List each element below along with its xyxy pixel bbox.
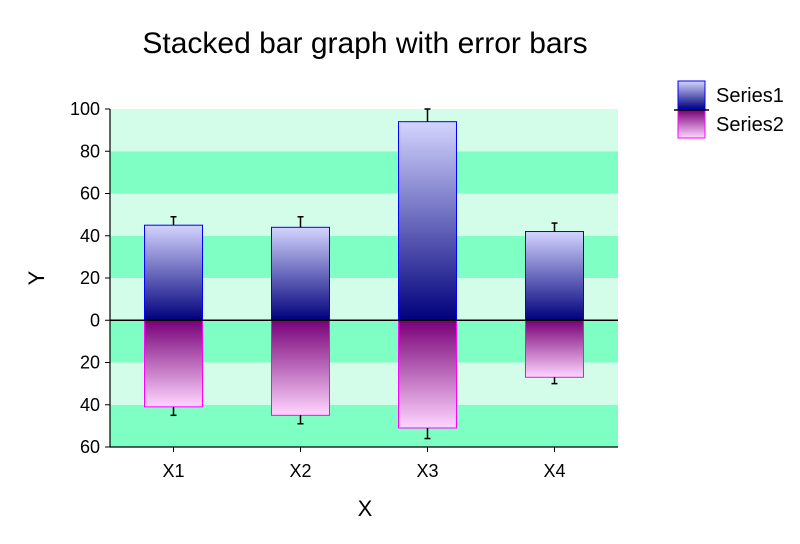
x-tick-label: X2 xyxy=(289,461,311,481)
grid-band xyxy=(110,151,618,194)
bar-series1-x1 xyxy=(144,224,203,321)
y-tick-label: 40 xyxy=(80,226,100,246)
bar-series2-x2 xyxy=(271,319,330,416)
bar-series2-x3 xyxy=(398,319,457,429)
y-tick-label: 0 xyxy=(90,310,100,330)
y-tick-label: 60 xyxy=(80,184,100,204)
y-tick-label: 100 xyxy=(70,99,100,119)
x-tick-label: X4 xyxy=(543,461,565,481)
bar-series1-x3 xyxy=(398,121,457,321)
legend-label-series1: Series1 xyxy=(716,85,784,107)
axes-layer: 100 80 60 40 20 0 20 40 60 X1 X2 X3 X4 xyxy=(70,99,618,481)
y-tick-label: 60 xyxy=(80,437,100,457)
bars-layer xyxy=(144,108,584,440)
bar-series2-x1 xyxy=(144,319,203,408)
legend-label-series2: Series2 xyxy=(716,114,784,136)
y-tick-label: 20 xyxy=(80,268,100,288)
bar-series1-x4 xyxy=(525,231,584,321)
x-axis-label: X xyxy=(358,496,373,521)
y-axis-label: Y xyxy=(24,270,49,285)
y-tick-label: 80 xyxy=(80,141,100,161)
y-tick-label: 40 xyxy=(80,395,100,415)
chart-title: Stacked bar graph with error bars xyxy=(142,27,587,60)
legend-swatch-series2 xyxy=(677,109,706,139)
y-tick-label: 20 xyxy=(80,353,100,373)
legend-swatch-series1 xyxy=(677,80,706,110)
x-tick-label: X1 xyxy=(162,461,184,481)
legend: Series1 Series2 xyxy=(674,80,784,139)
grid-band xyxy=(110,109,618,152)
bar-series1-x2 xyxy=(271,226,330,321)
grid-band xyxy=(110,404,618,447)
bar-series2-x4 xyxy=(525,319,584,378)
x-tick-label: X3 xyxy=(416,461,438,481)
